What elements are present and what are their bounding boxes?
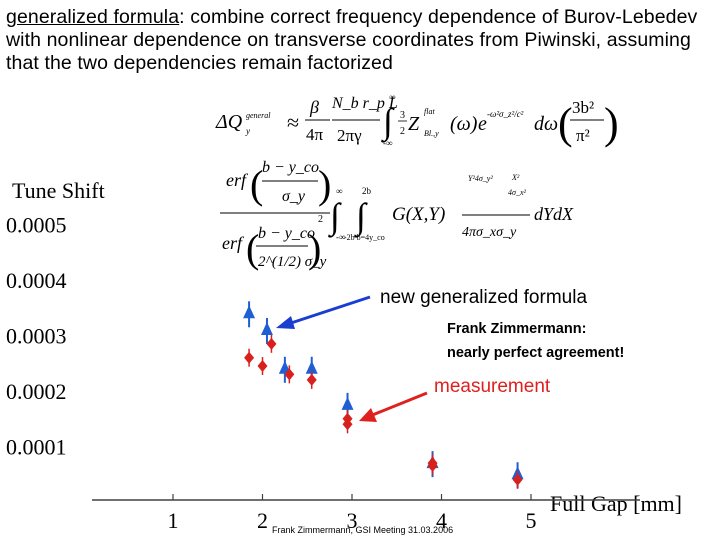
int2-upper: ∞ bbox=[336, 186, 342, 196]
integral-1: ∫ bbox=[381, 101, 395, 143]
integral-3: ∫ bbox=[354, 196, 368, 238]
x-axis-label: Full Gap [mm] bbox=[550, 491, 682, 516]
erf-top-den: σ_y bbox=[282, 188, 306, 205]
three-b-sq: 3b² bbox=[572, 98, 594, 117]
formula-point bbox=[243, 305, 256, 319]
z-label: Z bbox=[408, 113, 420, 135]
int3-upper: 2b bbox=[362, 186, 372, 196]
y-axis-ticks: 0.0001 0.0002 0.0003 0.0004 0.0005 bbox=[6, 213, 67, 460]
erf-top: erf bbox=[226, 170, 249, 190]
agreement-label: nearly perfect agreement! bbox=[447, 345, 624, 361]
int2-lower: -∞ bbox=[336, 232, 345, 242]
chart-title: Tune Shift bbox=[12, 178, 105, 203]
g-label: G(X,Y) bbox=[392, 204, 445, 225]
measurement-point bbox=[512, 473, 523, 486]
formula-arrow-line bbox=[287, 295, 371, 326]
intro-text: generalized formula: combine correct fre… bbox=[6, 6, 706, 75]
gauss-power-3: 4σ_x² bbox=[508, 188, 526, 197]
erf-bottom: erf bbox=[222, 233, 245, 253]
x-tick-label: 2 bbox=[257, 508, 268, 533]
d-omega: dω bbox=[534, 113, 558, 135]
erf-bottom-num: b − y_co bbox=[258, 225, 315, 242]
z-sup: flat bbox=[424, 107, 435, 116]
x-axis-ticks: 1 2 3 4 5 bbox=[168, 494, 537, 533]
y-tick-label: 0.0001 bbox=[6, 435, 67, 460]
z-sub: Bl.,y bbox=[424, 129, 439, 138]
exp-power: -ω²σ_z²/c² bbox=[487, 109, 524, 119]
x-tick-label: 1 bbox=[168, 508, 179, 533]
measurement-arrow-head bbox=[359, 408, 377, 422]
measurement-point bbox=[266, 337, 277, 350]
erf-top-paren-r: ) bbox=[318, 162, 331, 207]
gauss-power-1: Y²4σ_y² bbox=[468, 174, 493, 183]
y-tick-label: 0.0003 bbox=[6, 324, 67, 349]
erf-top-num: b − y_co bbox=[262, 159, 319, 176]
measurement-label: measurement bbox=[434, 376, 551, 397]
exp-base: e bbox=[478, 113, 487, 135]
nb-rp-l: N_b r_p L bbox=[331, 95, 398, 112]
erf-bottom-paren-l: ( bbox=[246, 226, 259, 271]
measurement-point bbox=[257, 360, 268, 373]
formula-point bbox=[305, 360, 318, 374]
formula-point bbox=[260, 321, 273, 335]
formula-line-2: erf ( b − y_co σ_y ) erf ( b − y_co 2^(1… bbox=[220, 159, 574, 271]
int1-lower: -∞ bbox=[383, 138, 392, 148]
x-tick-label: 4 bbox=[436, 508, 447, 533]
measurement-point bbox=[342, 418, 353, 431]
intro-term: generalized formula bbox=[6, 6, 180, 28]
square-exp: 2 bbox=[318, 214, 323, 225]
omega-arg: (ω) bbox=[450, 113, 478, 135]
dydx: dYdX bbox=[534, 204, 574, 224]
measurement-arrow-line bbox=[369, 391, 428, 418]
measurement-point bbox=[427, 459, 438, 472]
gauss-power-2: X² bbox=[511, 173, 520, 182]
approx-sign: ≈ bbox=[287, 110, 299, 135]
lhs: ΔQ bbox=[215, 111, 243, 133]
four-pi: 4π bbox=[306, 125, 324, 144]
lhs-sup: general bbox=[246, 111, 271, 120]
int1-upper: ∞ bbox=[389, 92, 395, 102]
formula-point bbox=[341, 396, 354, 410]
measurement-point bbox=[306, 373, 317, 386]
int3-lower: -2b b=4y_co bbox=[344, 233, 385, 242]
paren-left: ( bbox=[558, 99, 573, 148]
data-points bbox=[243, 301, 524, 489]
erf-bottom-paren-r: ) bbox=[308, 226, 321, 271]
measurement-point bbox=[244, 351, 255, 364]
y-tick-label: 0.0002 bbox=[6, 379, 67, 404]
x-tick-label: 5 bbox=[526, 508, 537, 533]
new-formula-label: new generalized formula bbox=[380, 287, 587, 308]
gauss-den: 4πσ_xσ_y bbox=[462, 225, 517, 240]
lhs-sub: y bbox=[245, 126, 250, 136]
y-tick-label: 0.0004 bbox=[6, 268, 67, 293]
integral-2: ∫ bbox=[328, 196, 342, 238]
erf-bottom-den: 2^(1/2) σ_y bbox=[258, 254, 327, 270]
measurement-point bbox=[284, 368, 295, 381]
erf-top-paren-l: ( bbox=[250, 162, 263, 207]
formula-line-1: ΔQ general y ≈ β 4π N_b r_p L 2πγ ∫ ∞ -∞… bbox=[215, 92, 619, 148]
small-2: 2 bbox=[400, 126, 405, 137]
x-tick-label: 3 bbox=[347, 508, 358, 533]
formula-arrow-head bbox=[276, 316, 295, 329]
small-3: 3 bbox=[400, 110, 405, 121]
pi-sq: π² bbox=[576, 126, 590, 145]
two-pi-gamma: 2πγ bbox=[337, 126, 362, 145]
paren-right: ) bbox=[604, 99, 619, 148]
beta: β bbox=[309, 97, 319, 117]
footer-text: Frank Zimmermann, GSI Meeting 31.03.2006 bbox=[272, 525, 453, 535]
zimmermann-label: Frank Zimmermann: bbox=[447, 321, 586, 337]
intro-body: : combine correct frequency dependence o… bbox=[6, 6, 698, 74]
y-tick-label: 0.0005 bbox=[6, 213, 67, 238]
